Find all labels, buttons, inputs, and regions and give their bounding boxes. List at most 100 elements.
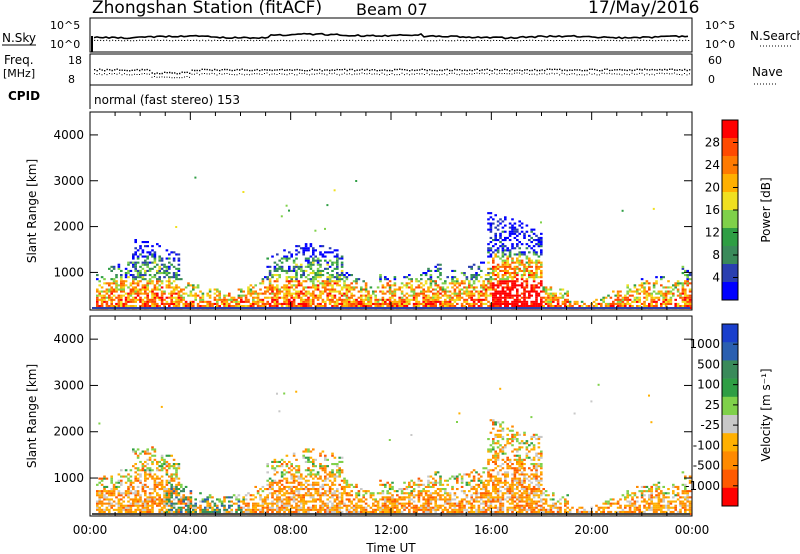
velocity-cell	[129, 475, 133, 478]
velocity-cell	[292, 485, 296, 488]
power-cell	[648, 294, 651, 297]
power-cell	[386, 305, 389, 308]
velocity-cell	[288, 500, 291, 503]
velocity-cell	[136, 477, 140, 480]
power-cell	[321, 290, 325, 293]
power-cell	[434, 282, 437, 285]
power-cell	[544, 292, 548, 295]
power-cell	[280, 257, 284, 260]
power-cell	[556, 300, 560, 303]
velocity-cell	[504, 477, 507, 480]
power-cell	[309, 243, 313, 246]
velocity-cell	[496, 456, 500, 459]
power-cell	[424, 280, 428, 283]
power-cell	[297, 245, 301, 248]
power-cell	[201, 296, 205, 299]
velocity-cell	[278, 498, 281, 501]
velocity-cell	[295, 508, 298, 511]
power-cell	[312, 296, 315, 299]
power-cell	[350, 292, 353, 295]
power-cell	[103, 298, 106, 301]
velocity-cell	[472, 500, 476, 503]
velocity-cell	[374, 508, 377, 511]
power-cell	[196, 286, 200, 289]
power-cell	[321, 305, 325, 308]
power-cell	[386, 302, 389, 305]
power-cell	[458, 296, 461, 299]
velocity-cell	[451, 504, 454, 507]
power-cell	[266, 286, 269, 289]
power-cell	[192, 286, 195, 289]
power-cell	[158, 305, 161, 308]
velocity-cell	[501, 448, 505, 451]
power-cell	[376, 298, 380, 301]
power-cell	[482, 286, 485, 289]
velocity-cell	[381, 506, 385, 509]
power-cell	[283, 300, 286, 303]
velocity-cell	[324, 477, 327, 480]
power-cell	[367, 296, 370, 299]
velocity-cell	[424, 494, 428, 497]
power-cell	[156, 272, 159, 275]
power-cell	[669, 292, 673, 295]
velocity-cell	[112, 490, 116, 493]
velocity-cell	[206, 508, 209, 511]
power-cell	[523, 236, 526, 239]
velocity-cell	[477, 483, 481, 486]
velocity-cell	[146, 500, 149, 503]
velocity-cell	[434, 506, 437, 509]
power-cell	[348, 298, 351, 301]
power-cell	[129, 284, 133, 287]
power-cell	[288, 288, 291, 291]
power-cell	[501, 245, 505, 248]
power-cell	[312, 276, 315, 279]
power-cell	[492, 251, 495, 254]
power-cell	[300, 284, 303, 287]
power-cell	[288, 305, 291, 308]
velocity-cell	[264, 500, 267, 503]
velocity-cell	[316, 477, 320, 480]
velocity-cell	[148, 488, 152, 491]
velocity-cell	[468, 506, 471, 509]
velocity-cell	[511, 429, 514, 432]
velocity-cell	[146, 469, 149, 472]
power-cell	[98, 292, 101, 295]
velocity-cell	[309, 500, 313, 503]
velocity-cell	[153, 490, 157, 493]
velocity-cell	[290, 473, 293, 476]
velocity-cell	[280, 506, 284, 509]
power-cell	[324, 302, 327, 305]
power-cell	[177, 278, 181, 281]
velocity-cell	[242, 502, 245, 505]
velocity-cell	[396, 510, 399, 513]
power-cell	[564, 305, 567, 308]
power-cell	[158, 245, 161, 248]
power-cell	[504, 269, 507, 272]
power-cell	[508, 222, 512, 225]
velocity-cell	[273, 502, 277, 505]
power-cell	[343, 286, 346, 289]
velocity-cell	[324, 502, 327, 505]
velocity-cell	[163, 502, 166, 505]
velocity-cell	[388, 506, 392, 509]
power-cell	[96, 278, 99, 281]
power-cell	[266, 278, 269, 281]
power-cell	[427, 267, 430, 270]
power-cell	[345, 296, 349, 299]
velocity-cell	[482, 494, 485, 497]
velocity-cell	[182, 494, 185, 497]
power-cell	[295, 253, 298, 256]
velocity-cell	[213, 510, 217, 513]
velocity-cell	[398, 508, 401, 511]
velocity-cell	[276, 504, 279, 507]
velocity-cell	[144, 502, 147, 505]
power-cell	[280, 296, 284, 299]
power-cell	[333, 280, 337, 283]
power-cell	[367, 290, 370, 293]
velocity-cell	[451, 508, 454, 511]
velocity-cell	[492, 423, 495, 426]
power-cell	[636, 298, 639, 301]
power-cell	[108, 298, 111, 301]
velocity-cell	[408, 481, 411, 484]
power-cell	[684, 305, 687, 308]
